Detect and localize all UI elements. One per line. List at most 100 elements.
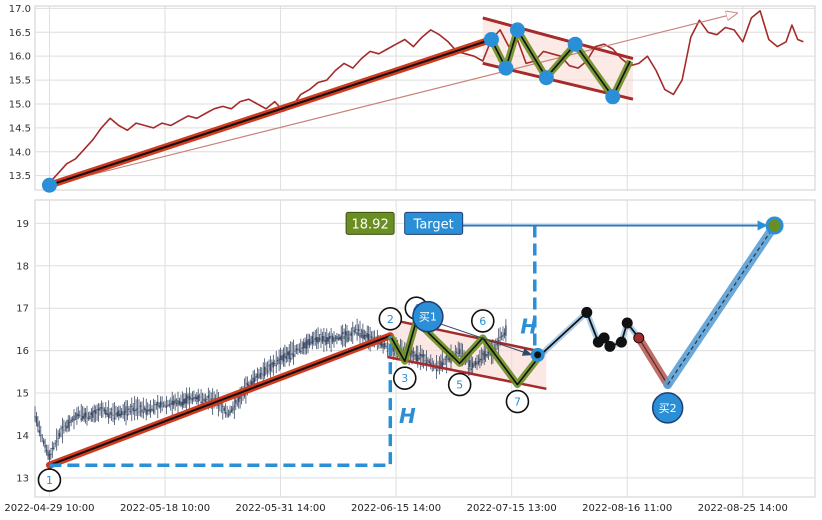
candle-body bbox=[275, 364, 277, 367]
candle-body bbox=[461, 352, 464, 354]
candle-body bbox=[158, 405, 160, 408]
candle-body bbox=[259, 373, 262, 378]
candle-body bbox=[295, 348, 298, 351]
candle-body bbox=[61, 426, 64, 429]
candle-body bbox=[367, 333, 370, 345]
candle-body bbox=[103, 409, 106, 412]
candle-body bbox=[81, 415, 84, 419]
candle-body bbox=[185, 394, 188, 404]
top-price-line bbox=[48, 10, 804, 184]
x-tick-label: 2022-08-25 14:00 bbox=[698, 503, 788, 514]
candle-body bbox=[456, 351, 458, 354]
candle-body bbox=[167, 404, 169, 406]
candle-body bbox=[161, 403, 163, 405]
candle-body bbox=[235, 399, 237, 404]
candle-body bbox=[107, 414, 110, 419]
candle-body bbox=[193, 397, 195, 400]
candle-body bbox=[467, 368, 470, 369]
candle-body bbox=[294, 350, 296, 352]
candle-body bbox=[287, 351, 289, 356]
candle-body bbox=[151, 408, 153, 411]
candle-body bbox=[148, 409, 150, 412]
candle-body bbox=[97, 408, 100, 411]
measure-height-label: H bbox=[399, 404, 416, 428]
candle-body bbox=[268, 365, 270, 366]
candle-body bbox=[120, 411, 123, 415]
candle-body bbox=[232, 407, 234, 411]
candle-body bbox=[132, 407, 134, 412]
candle-body bbox=[291, 353, 293, 355]
price-badge-box bbox=[345, 211, 395, 235]
candle-body bbox=[41, 436, 43, 438]
candle-body bbox=[203, 398, 205, 402]
candle-body bbox=[271, 362, 273, 365]
candle-body bbox=[471, 362, 474, 369]
candle-body bbox=[321, 336, 324, 343]
pivot-number-label: 5 bbox=[456, 379, 463, 392]
candle-body bbox=[421, 354, 423, 358]
candle-body bbox=[414, 354, 416, 357]
candle-body bbox=[486, 353, 488, 357]
candle-body bbox=[54, 443, 56, 445]
candle-body bbox=[253, 378, 256, 383]
target-badge-box bbox=[404, 211, 464, 235]
candle-body bbox=[207, 395, 210, 398]
candle-body bbox=[175, 402, 178, 404]
candle-body bbox=[460, 355, 462, 358]
candle-body bbox=[181, 401, 184, 407]
candle-body bbox=[86, 417, 88, 419]
candle-body bbox=[266, 370, 269, 372]
x-tick-label: 2022-05-18 10:00 bbox=[120, 503, 210, 514]
candle-body bbox=[445, 354, 448, 358]
candle-body bbox=[285, 356, 288, 359]
candle-body bbox=[105, 409, 107, 415]
candle-body bbox=[92, 411, 94, 418]
candle-body bbox=[149, 409, 152, 413]
candle-body bbox=[96, 409, 98, 411]
candle-body bbox=[162, 405, 165, 407]
candle-body bbox=[327, 337, 329, 342]
buy-point-label: 买2 bbox=[659, 402, 677, 415]
top-pivot-marker bbox=[567, 36, 583, 52]
candle-body bbox=[139, 405, 142, 407]
top-y-tick-label: 17.0 bbox=[9, 4, 31, 15]
candle-body bbox=[502, 334, 504, 337]
candle-body bbox=[237, 396, 240, 403]
candle-body bbox=[183, 398, 185, 405]
candle-body bbox=[297, 348, 299, 350]
candle-body bbox=[191, 398, 194, 401]
candle-body bbox=[330, 335, 332, 337]
candle-body bbox=[154, 403, 156, 405]
candle-body bbox=[74, 419, 77, 420]
top-pivot-marker bbox=[605, 89, 621, 105]
candle-body bbox=[145, 409, 147, 415]
candle-body bbox=[363, 334, 366, 339]
candle-body bbox=[152, 409, 155, 412]
bottom-y-tick-label: 14 bbox=[16, 431, 29, 442]
candle-body bbox=[458, 349, 461, 355]
top-pivot-marker bbox=[538, 70, 554, 86]
candle-body bbox=[58, 432, 61, 437]
candle-body bbox=[505, 325, 507, 336]
x-tick-label: 2022-04-29 10:00 bbox=[4, 503, 94, 514]
bottom-y-tick-label: 16 bbox=[16, 346, 29, 357]
candle-body bbox=[141, 409, 143, 413]
candle-body bbox=[500, 336, 503, 338]
rally-leg-line bbox=[667, 225, 776, 385]
candle-body bbox=[444, 358, 446, 360]
candle-body bbox=[53, 447, 55, 450]
candle-body bbox=[246, 382, 249, 386]
candle-body bbox=[441, 362, 444, 368]
candle-body bbox=[210, 398, 212, 400]
candle-body bbox=[339, 336, 341, 340]
candle-body bbox=[116, 411, 119, 417]
candle-body bbox=[159, 401, 162, 408]
candle-body bbox=[272, 361, 275, 368]
top-pivot-marker bbox=[41, 177, 57, 193]
candle-body bbox=[430, 362, 432, 366]
bottom-y-tick-label: 13 bbox=[16, 473, 29, 484]
candle-body bbox=[269, 364, 272, 371]
candle-body bbox=[79, 415, 81, 417]
candle-body bbox=[63, 429, 65, 431]
